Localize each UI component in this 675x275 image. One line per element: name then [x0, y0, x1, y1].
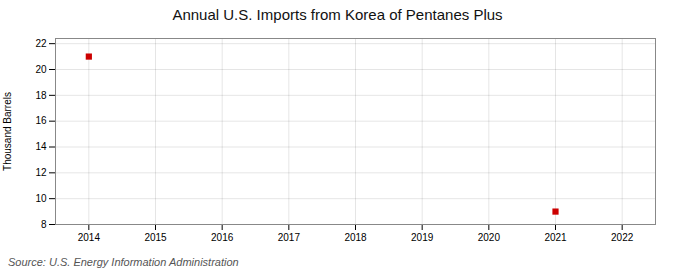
html-text:Annual U.S. Imports from Korea: Annual U.S. Imports from Korea of Pentan… — [172, 6, 503, 23]
svg-text:2014: 2014 — [78, 232, 101, 243]
svg-text:2018: 2018 — [344, 232, 367, 243]
svg-text:16: 16 — [35, 115, 47, 126]
svg-text:18: 18 — [35, 90, 47, 101]
svg-text:10: 10 — [35, 193, 47, 204]
svg-text:2017: 2017 — [278, 232, 301, 243]
svg-text:2020: 2020 — [478, 232, 501, 243]
html-text:Source: U.S. Energy Informatio: Source: U.S. Energy Information Administ… — [8, 256, 239, 268]
svg-text:2019: 2019 — [411, 232, 434, 243]
svg-text:Thousand Barrels: Thousand Barrels — [2, 92, 13, 171]
svg-text:8: 8 — [41, 219, 47, 230]
svg-text:2022: 2022 — [611, 232, 634, 243]
svg-text:2016: 2016 — [211, 232, 234, 243]
svg-text:12: 12 — [35, 167, 47, 178]
svg-text:14: 14 — [35, 141, 47, 152]
svg-text:2015: 2015 — [144, 232, 167, 243]
svg-text:2021: 2021 — [544, 232, 567, 243]
svg-text:22: 22 — [35, 38, 47, 49]
svg-text:20: 20 — [35, 64, 47, 75]
